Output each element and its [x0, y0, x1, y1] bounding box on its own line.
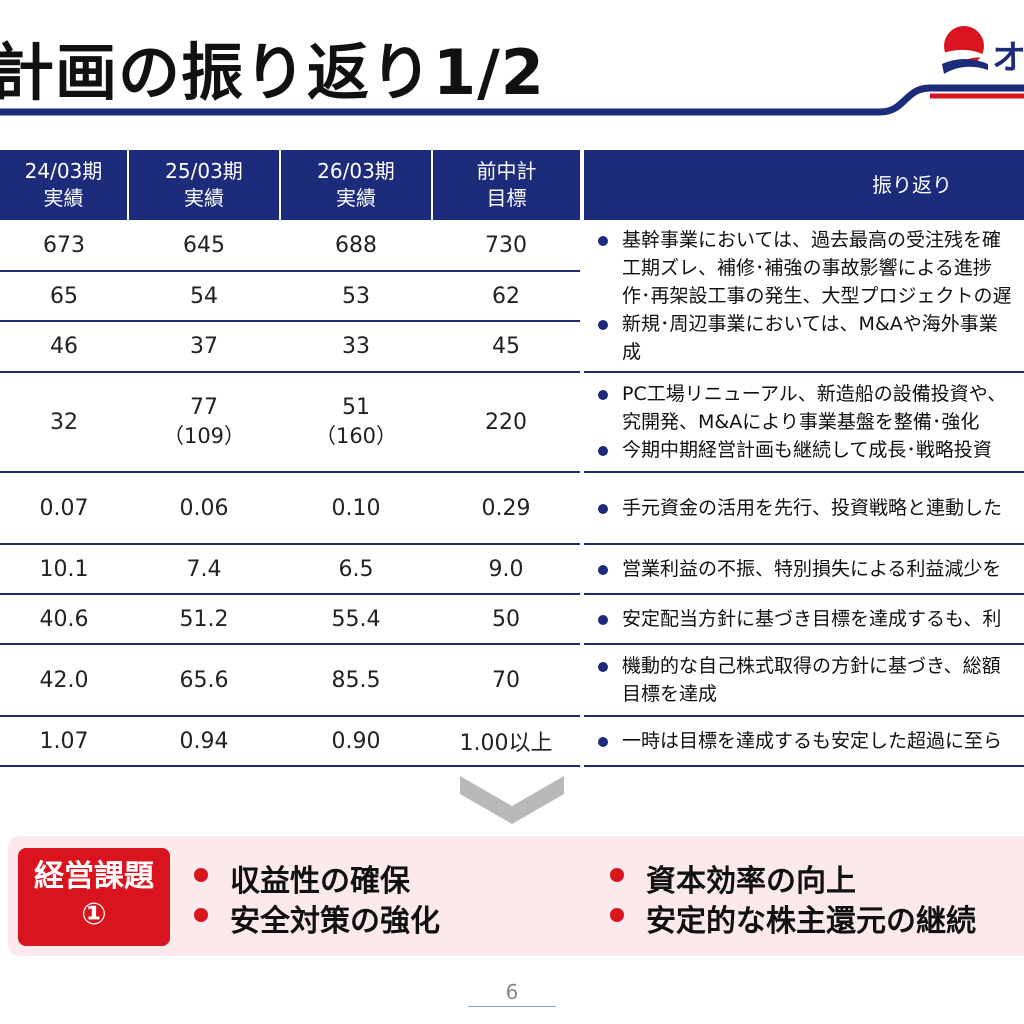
- header-fy24: 24/03期 実績: [0, 150, 128, 220]
- issue-item: 収益性の確保: [194, 856, 410, 900]
- review-note: 安定配当方針に基づき目標を達成するも、利: [580, 594, 1024, 645]
- review-note: 手元資金の活用を先行、投資戦略と連動した: [580, 472, 1024, 545]
- chevron-down-icon: [460, 776, 564, 824]
- table-row: 1.07 0.94 0.90 1.00以上 一時は目標を達成するも安定した超過に…: [0, 716, 1024, 767]
- issue-item: 資本効率の向上: [610, 856, 856, 900]
- table-row: 10.1 7.4 6.5 9.0 営業利益の不振、特別損失による利益減少を: [0, 544, 1024, 595]
- header-divider: [0, 84, 1024, 116]
- table-header-row: 24/03期 実績 25/03期 実績 26/03期 実績 前中計 目標 振り返り: [0, 150, 1024, 220]
- table-row: 40.6 51.2 55.4 50 安定配当方針に基づき目標を達成するも、利: [0, 594, 1024, 645]
- header-fy25: 25/03期 実績: [127, 150, 280, 220]
- review-note: 機動的な自己株式取得の方針に基づき、総額 目標を達成: [580, 644, 1024, 717]
- table-row: 0.07 0.06 0.10 0.29 手元資金の活用を先行、投資戦略と連動した: [0, 472, 1024, 545]
- table-row: 32 77 （109） 51 （160） 220 PC工場リニューアル、新造船の設備…: [0, 372, 1024, 473]
- logo-text: オ: [992, 38, 1024, 78]
- table-row: 46 37 33 45: [0, 321, 1024, 373]
- header-review: 振り返り: [580, 150, 1024, 220]
- review-note: 一時は目標を達成するも安定した超過に至ら: [580, 716, 1024, 767]
- issue-item: 安定的な株主還元の継続: [610, 896, 976, 940]
- page-number: 6: [468, 980, 556, 1007]
- table-row: 65 54 53 62: [0, 271, 1024, 322]
- review-table: 24/03期 実績 25/03期 実績 26/03期 実績 前中計 目標 振り返り 67…: [0, 150, 1024, 767]
- review-note: 基幹事業においては、過去最高の受注残を確 工期ズレ、補修･補強の事故影響による進…: [580, 220, 1024, 373]
- table-row: 673 645 688 730 基幹事業においては、過去最高の受注残を確 工期ズ…: [0, 220, 1024, 373]
- page-title: 計画の振り返り1/2: [0, 36, 545, 109]
- management-issues-panel: 経営課題 ① 収益性の確保 安全対策の強化 資本効率の向上 安定的な株主還元の継…: [8, 836, 1024, 956]
- table-row: 42.0 65.6 85.5 70 機動的な自己株式取得の方針に基づき、総額 目…: [0, 644, 1024, 717]
- header-prev-target: 前中計 目標: [431, 150, 582, 220]
- company-logo: [940, 26, 990, 74]
- header-fy26: 26/03期 実績: [279, 150, 432, 220]
- issues-badge: 経営課題 ①: [18, 848, 170, 946]
- review-note: 営業利益の不振、特別損失による利益減少を: [580, 544, 1024, 595]
- issue-item: 安全対策の強化: [194, 896, 440, 940]
- review-note: PC工場リニューアル、新造船の設備投資や、 究開発、M&Aにより事業基盤を整備･…: [580, 372, 1024, 473]
